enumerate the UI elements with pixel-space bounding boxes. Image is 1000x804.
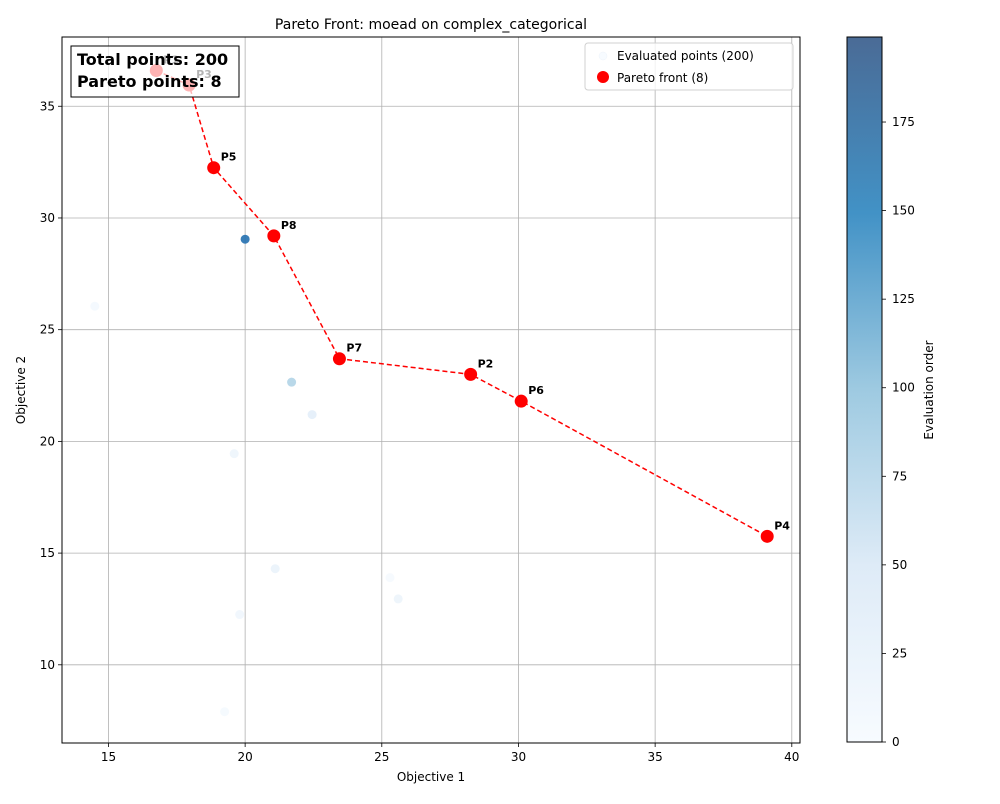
pareto-point-label: P5 (221, 151, 237, 164)
evaluated-point (270, 564, 280, 574)
colorbar-tick-label: 100 (892, 381, 915, 395)
x-axis-label: Objective 1 (397, 770, 465, 784)
evaluated-point (393, 594, 403, 604)
plot-frame (61, 36, 801, 744)
evaluated-point (235, 610, 245, 620)
x-axis-ticks: 15 20 25 30 35 40 (101, 743, 799, 764)
legend-label-evaluated: Evaluated points (200) (617, 49, 754, 63)
pareto-point (207, 161, 221, 175)
y-tick-label: 30 (40, 211, 55, 225)
colorbar-gradient (846, 36, 883, 743)
pareto-point-label: P6 (528, 384, 544, 397)
colorbar-tick-label: 125 (892, 292, 915, 306)
legend: Evaluated points (200) Pareto front (8) (584, 42, 794, 91)
x-tick-label: 25 (374, 750, 389, 764)
y-axis-label: Objective 2 (14, 356, 28, 424)
stats-total: Total points: 200 (77, 50, 228, 69)
stats-pareto: Pareto points: 8 (77, 72, 222, 91)
pareto-point (332, 352, 346, 366)
colorbar: 0 25 50 75 100 125 150 175 Evaluation order (846, 36, 936, 749)
pareto-point (760, 529, 774, 543)
pareto-point-label: P8 (281, 219, 297, 232)
legend-label-pareto: Pareto front (8) (617, 71, 708, 85)
y-tick-label: 15 (40, 546, 55, 560)
chart-title: Pareto Front: moead on complex_categoric… (275, 17, 587, 33)
stats-box: Total points: 200 Pareto points: 8 (70, 45, 240, 98)
x-tick-label: 35 (647, 750, 662, 764)
colorbar-tick-label: 50 (892, 558, 907, 572)
y-tick-label: 10 (40, 658, 55, 672)
legend-marker-evaluated (598, 51, 608, 61)
evaluated-point (220, 707, 230, 717)
colorbar-tick-label: 75 (892, 469, 907, 483)
y-tick-label: 20 (40, 434, 55, 448)
x-tick-label: 15 (101, 750, 116, 764)
y-tick-label: 25 (40, 323, 55, 337)
y-axis-ticks: 10 15 20 25 30 35 (40, 99, 62, 672)
pareto-point-label: P7 (346, 342, 362, 355)
y-tick-label: 35 (40, 99, 55, 113)
pareto-point (267, 229, 281, 243)
evaluated-point (385, 573, 395, 583)
x-tick-label: 30 (511, 750, 526, 764)
pareto-point (464, 367, 478, 381)
colorbar-tick-label: 150 (892, 204, 915, 218)
colorbar-tick-label: 25 (892, 646, 907, 660)
evaluated-point (287, 377, 297, 387)
legend-marker-pareto (597, 71, 609, 83)
evaluated-point (240, 234, 250, 244)
colorbar-ticks: 0 25 50 75 100 125 150 175 (882, 115, 915, 749)
pareto-point-label: P4 (774, 519, 790, 532)
colorbar-tick-label: 175 (892, 115, 915, 129)
pareto-point-label: P2 (478, 357, 494, 370)
pareto-point (514, 394, 528, 408)
pareto-front-line (155, 69, 768, 537)
grid-lines (62, 37, 800, 743)
colorbar-tick-label: 0 (892, 735, 900, 749)
x-tick-label: 20 (237, 750, 252, 764)
evaluated-point (229, 449, 239, 459)
evaluated-point (307, 410, 317, 420)
colorbar-label: Evaluation order (922, 340, 936, 439)
plot-area (62, 37, 800, 743)
x-tick-label: 40 (784, 750, 799, 764)
evaluated-point (90, 301, 100, 311)
